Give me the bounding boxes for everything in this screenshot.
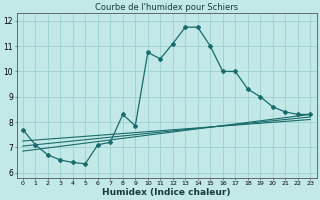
X-axis label: Humidex (Indice chaleur): Humidex (Indice chaleur) (102, 188, 231, 197)
Title: Courbe de l'humidex pour Schiers: Courbe de l'humidex pour Schiers (95, 3, 238, 12)
